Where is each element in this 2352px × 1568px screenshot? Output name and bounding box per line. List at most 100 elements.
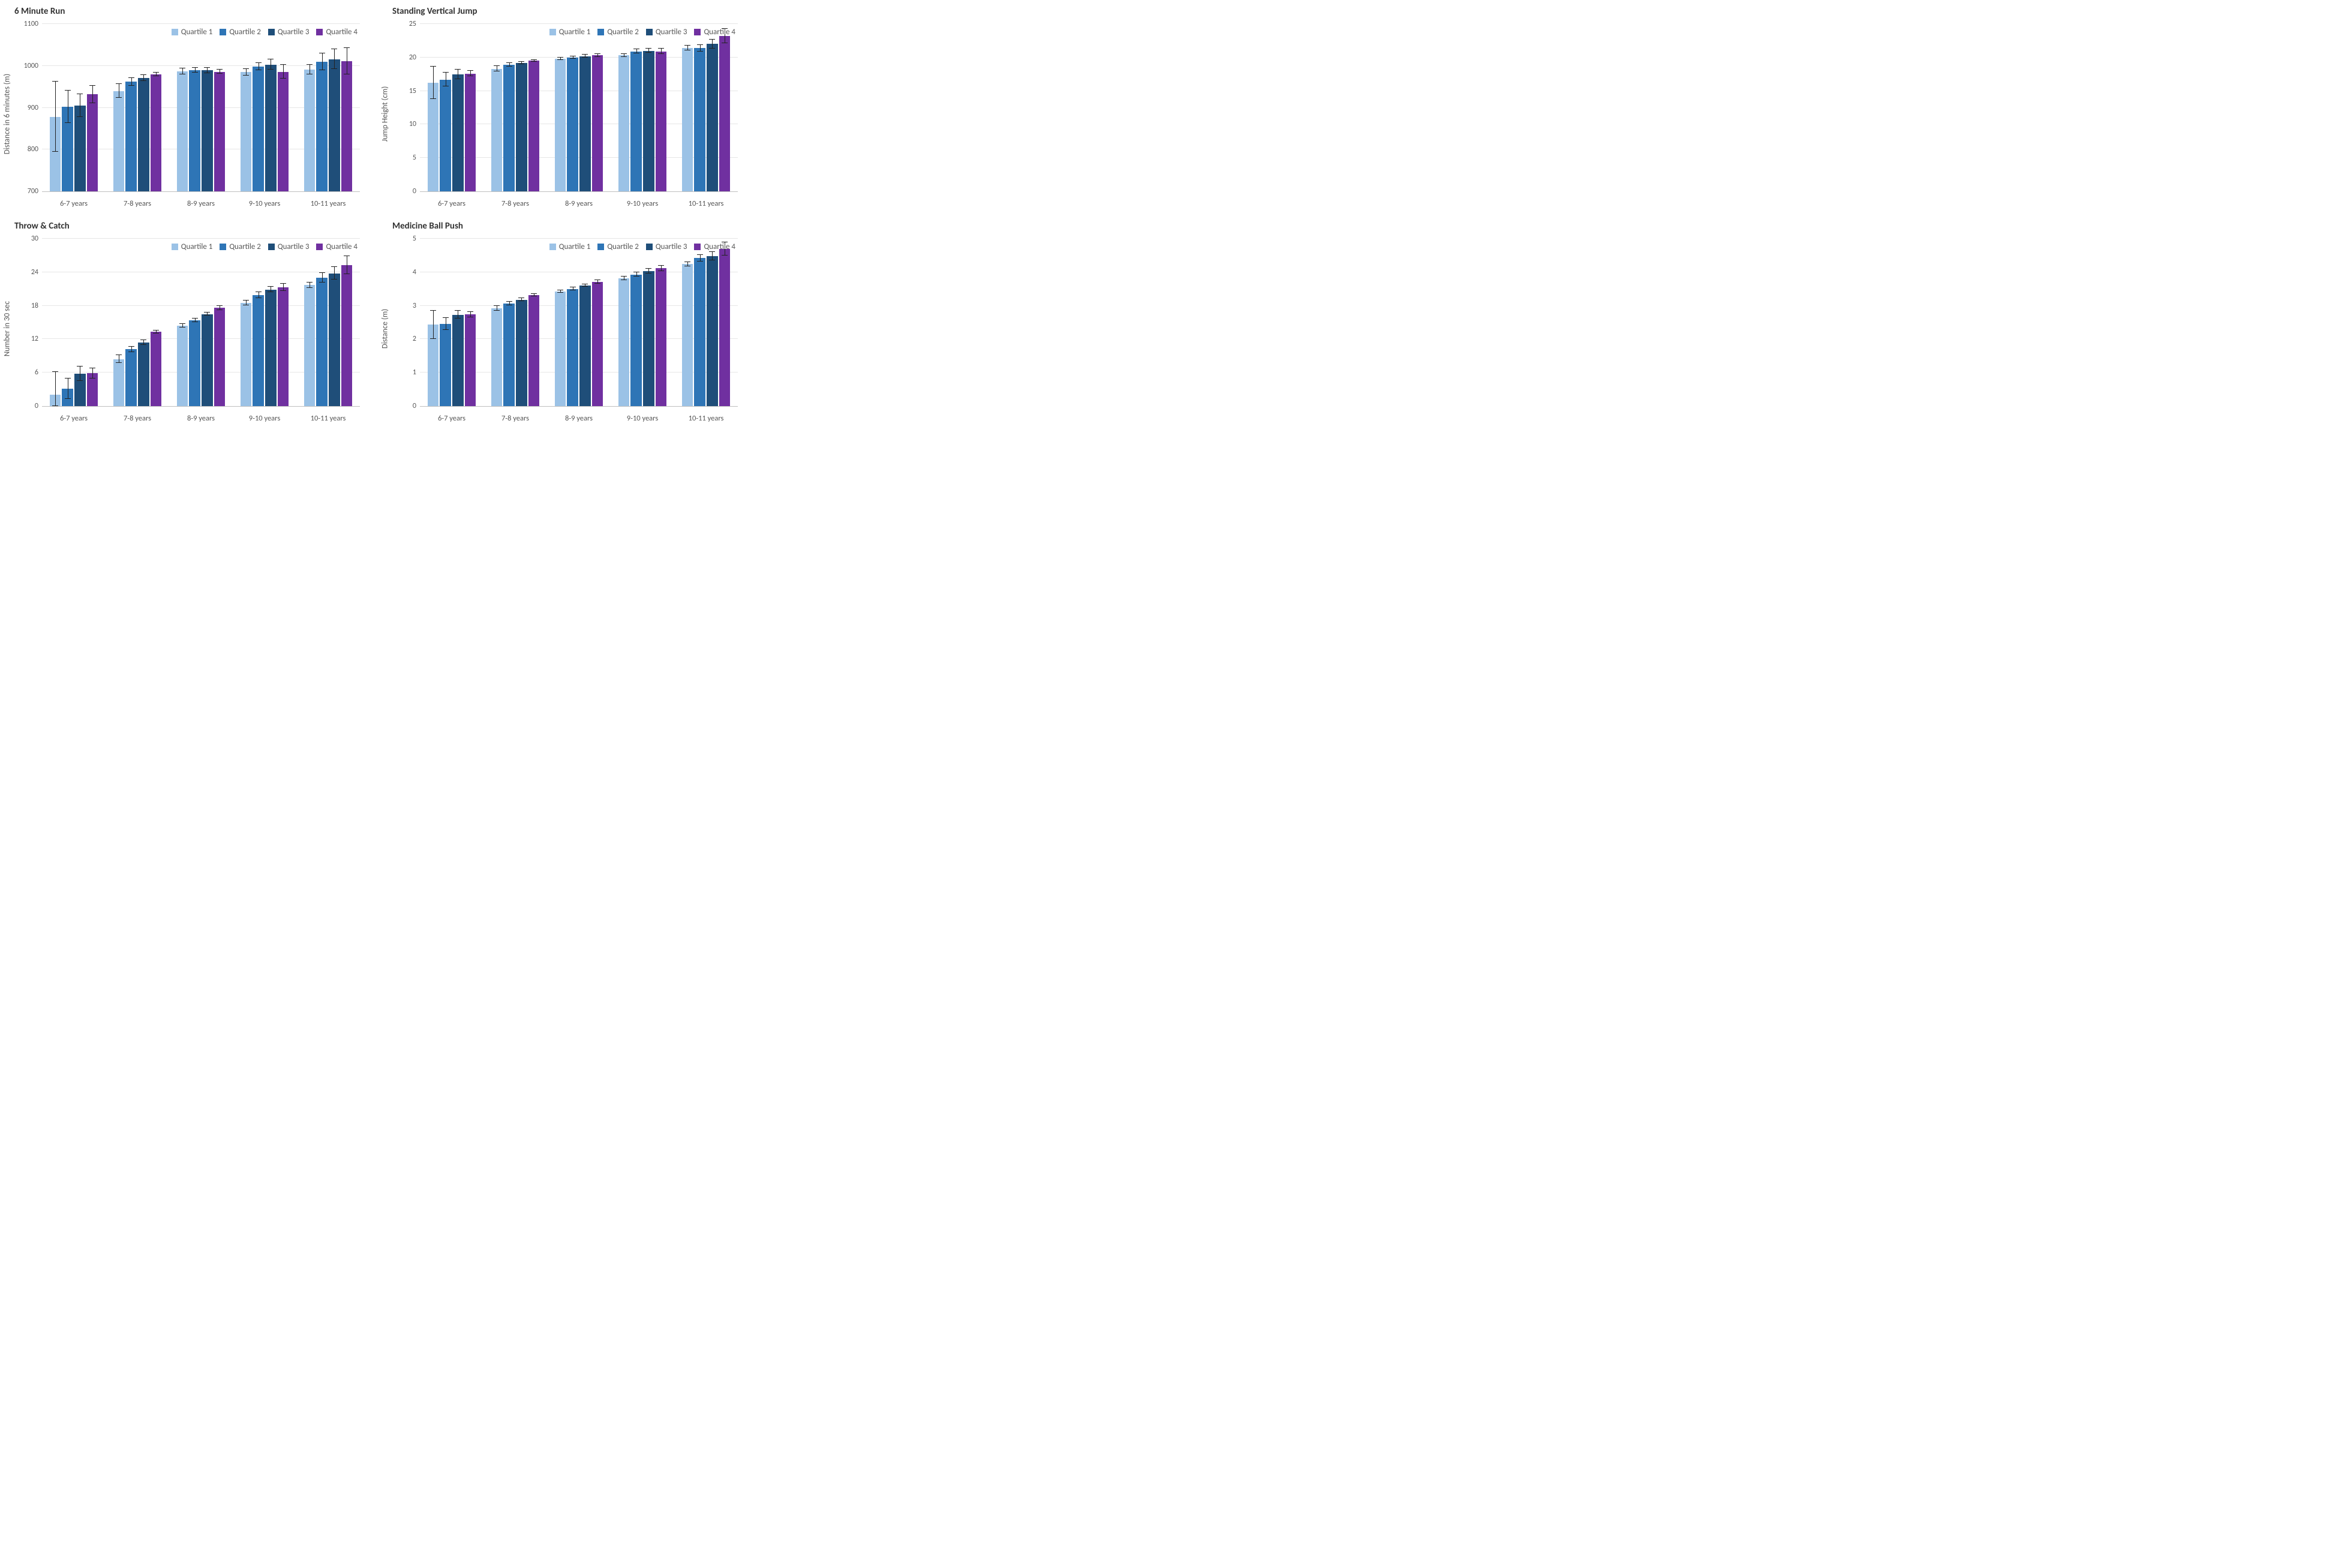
legend-item: Quartile 4	[694, 242, 735, 251]
x-tick-label: 6-7 years	[42, 196, 106, 210]
legend: Quartile 1Quartile 2Quartile 3Quartile 4	[170, 26, 359, 38]
bar-group	[674, 239, 738, 406]
error-bar	[433, 311, 434, 339]
y-tick-label: 25	[409, 20, 420, 28]
y-tick-label: 1100	[24, 20, 42, 28]
error-cap-top	[153, 72, 159, 73]
error-cap-top	[582, 54, 588, 55]
legend-label: Quartile 2	[607, 242, 639, 251]
bar-group	[233, 239, 296, 406]
legend: Quartile 1Quartile 2Quartile 3Quartile 4	[548, 241, 737, 253]
error-cap-top	[307, 64, 313, 65]
bar-cluster	[618, 239, 667, 406]
bar	[151, 74, 162, 191]
bar	[241, 72, 252, 191]
plot-region: 0510152025Quartile 1Quartile 2Quartile 3…	[420, 24, 738, 192]
bar-slot	[329, 239, 340, 406]
legend-swatch	[316, 244, 323, 250]
bar-cluster	[682, 24, 731, 191]
bar	[567, 289, 578, 406]
panel-title: 6 Minute Run	[14, 6, 366, 17]
bar	[452, 315, 464, 406]
bar-slot	[202, 239, 213, 406]
bar-slot	[516, 24, 527, 191]
error-cap-top	[518, 61, 524, 62]
bar	[694, 48, 705, 191]
error-cap-top	[192, 67, 198, 68]
bar-cluster	[491, 24, 540, 191]
error-cap-bottom	[77, 116, 83, 117]
error-cap-top	[256, 62, 262, 63]
legend-item: Quartile 1	[172, 242, 213, 251]
bar-slot	[707, 24, 718, 191]
x-tick-label: 10-11 years	[296, 196, 360, 210]
bar-cluster	[304, 239, 353, 406]
legend-swatch	[316, 29, 323, 35]
error-cap-top	[344, 47, 350, 48]
bar	[265, 65, 277, 191]
x-tick-label: 8-9 years	[547, 196, 611, 210]
error-cap-top	[531, 293, 537, 294]
error-bar	[55, 372, 56, 406]
bar-slot	[177, 24, 188, 191]
bar-slot	[707, 239, 718, 406]
bar-slot	[189, 24, 200, 191]
error-cap-top	[645, 268, 651, 269]
error-cap-top	[658, 48, 664, 49]
bar-groups	[420, 24, 738, 191]
bar	[74, 106, 86, 191]
bar-slot	[74, 24, 86, 191]
bar-slot	[719, 239, 731, 406]
bar	[87, 94, 98, 191]
plot-region: 012345Quartile 1Quartile 2Quartile 3Quar…	[420, 239, 738, 407]
error-cap-top	[455, 310, 461, 311]
error-cap-top	[455, 69, 461, 70]
x-tick-label: 10-11 years	[674, 196, 738, 210]
bar-slot	[465, 239, 476, 406]
bar-group	[674, 24, 738, 191]
y-tick-label: 1000	[24, 62, 42, 70]
error-bar	[712, 40, 713, 49]
error-cap-bottom	[243, 75, 249, 76]
legend-swatch	[646, 244, 653, 250]
bar	[592, 282, 603, 406]
error-cap-top	[280, 64, 286, 65]
error-cap-bottom	[52, 405, 58, 406]
error-cap-bottom	[77, 380, 83, 381]
legend-swatch	[694, 29, 701, 35]
legend-swatch	[597, 244, 604, 250]
bar-slot	[214, 24, 226, 191]
bar	[465, 314, 476, 406]
legend-label: Quartile 3	[278, 28, 310, 37]
panel-title: Medicine Ball Push	[392, 221, 744, 232]
bar-group	[106, 24, 169, 191]
bar	[440, 324, 451, 406]
error-cap-top	[243, 300, 249, 301]
error-cap-bottom	[621, 56, 627, 57]
bar-slot	[440, 24, 451, 191]
plot-region: 70080090010001100Quartile 1Quartile 2Qua…	[42, 24, 360, 192]
bar-slot	[618, 239, 630, 406]
legend-swatch	[646, 29, 653, 35]
legend-swatch	[268, 29, 275, 35]
error-cap-top	[331, 266, 337, 267]
bar	[278, 287, 289, 406]
bar-groups	[42, 24, 360, 191]
y-tick-label: 700	[28, 187, 42, 196]
legend-label: Quartile 3	[278, 242, 310, 251]
bar-slot	[62, 24, 73, 191]
error-cap-top	[116, 83, 122, 84]
bar	[579, 56, 591, 191]
y-tick-label: 3	[413, 302, 420, 310]
bar-slot	[125, 239, 137, 406]
error-cap-bottom	[443, 329, 449, 330]
error-cap-bottom	[709, 48, 715, 49]
bar-cluster	[428, 24, 476, 191]
bar	[516, 63, 527, 191]
bar	[618, 55, 630, 191]
bar-slot	[87, 24, 98, 191]
bar-slot	[643, 24, 654, 191]
legend-label: Quartile 2	[229, 242, 261, 251]
y-tick-label: 2	[413, 335, 420, 343]
bar	[265, 290, 277, 406]
